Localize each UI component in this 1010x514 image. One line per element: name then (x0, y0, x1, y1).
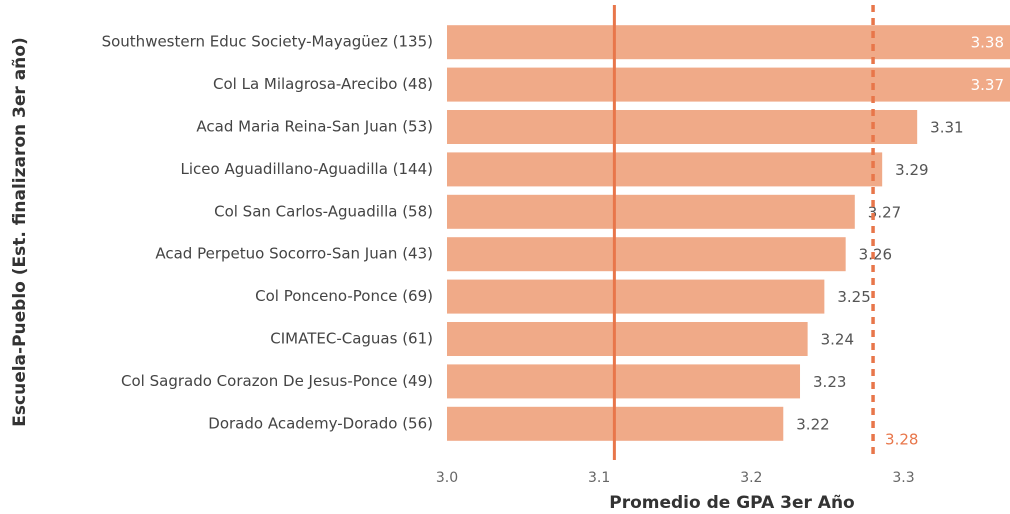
y-tick-label: Acad Perpetuo Socorro-San Juan (43) (155, 245, 433, 263)
x-tick-label: 3.1 (588, 470, 610, 486)
y-tick-label: Dorado Academy-Dorado (56) (208, 414, 433, 432)
value-label: 3.26 (859, 246, 892, 264)
bar (447, 237, 846, 272)
value-label: 3.37 (971, 76, 1004, 94)
value-label: 3.22 (796, 415, 829, 433)
value-label: 3.31 (930, 119, 963, 137)
value-label: 3.23 (813, 373, 846, 391)
x-tick-label: 3.2 (740, 470, 762, 486)
y-tick-label: Col La Milagrosa-Arecibo (48) (213, 75, 433, 93)
value-label: 3.27 (868, 203, 901, 221)
y-tick-label: Southwestern Educ Society-Mayagüez (135) (102, 33, 433, 51)
bar (447, 67, 1010, 102)
plot-area (447, 25, 1010, 441)
y-tick-label: Col San Carlos-Aguadilla (58) (214, 202, 433, 220)
y-tick-label: Col Ponceno-Ponce (69) (255, 287, 433, 305)
x-tick-label: 3.0 (436, 470, 458, 486)
bar (447, 279, 825, 314)
value-label: 3.29 (895, 161, 928, 179)
x-tick-label: 3.3 (892, 470, 914, 486)
value-label: 3.38 (971, 34, 1004, 52)
value-label: 3.24 (821, 331, 854, 349)
bar (447, 152, 883, 187)
y-tick-label: Col Sagrado Corazon De Jesus-Ponce (49) (121, 372, 433, 390)
bar (447, 25, 1010, 60)
bar (447, 364, 801, 399)
x-axis-title: Promedio de GPA 3er Año (609, 493, 855, 513)
value-label: 3.25 (837, 288, 870, 306)
y-axis-title: Escuela-Pueblo (Est. finalizaron 3er año… (10, 37, 30, 426)
bar (447, 322, 808, 356)
target-label: 3.28 (885, 431, 918, 449)
bar (447, 110, 918, 144)
bar (447, 194, 855, 229)
y-tick-label: Acad Maria Reina-San Juan (53) (196, 118, 433, 136)
y-tick-label: Liceo Aguadillano-Aguadilla (144) (181, 160, 434, 178)
y-tick-label: CIMATEC-Caguas (61) (270, 330, 433, 348)
